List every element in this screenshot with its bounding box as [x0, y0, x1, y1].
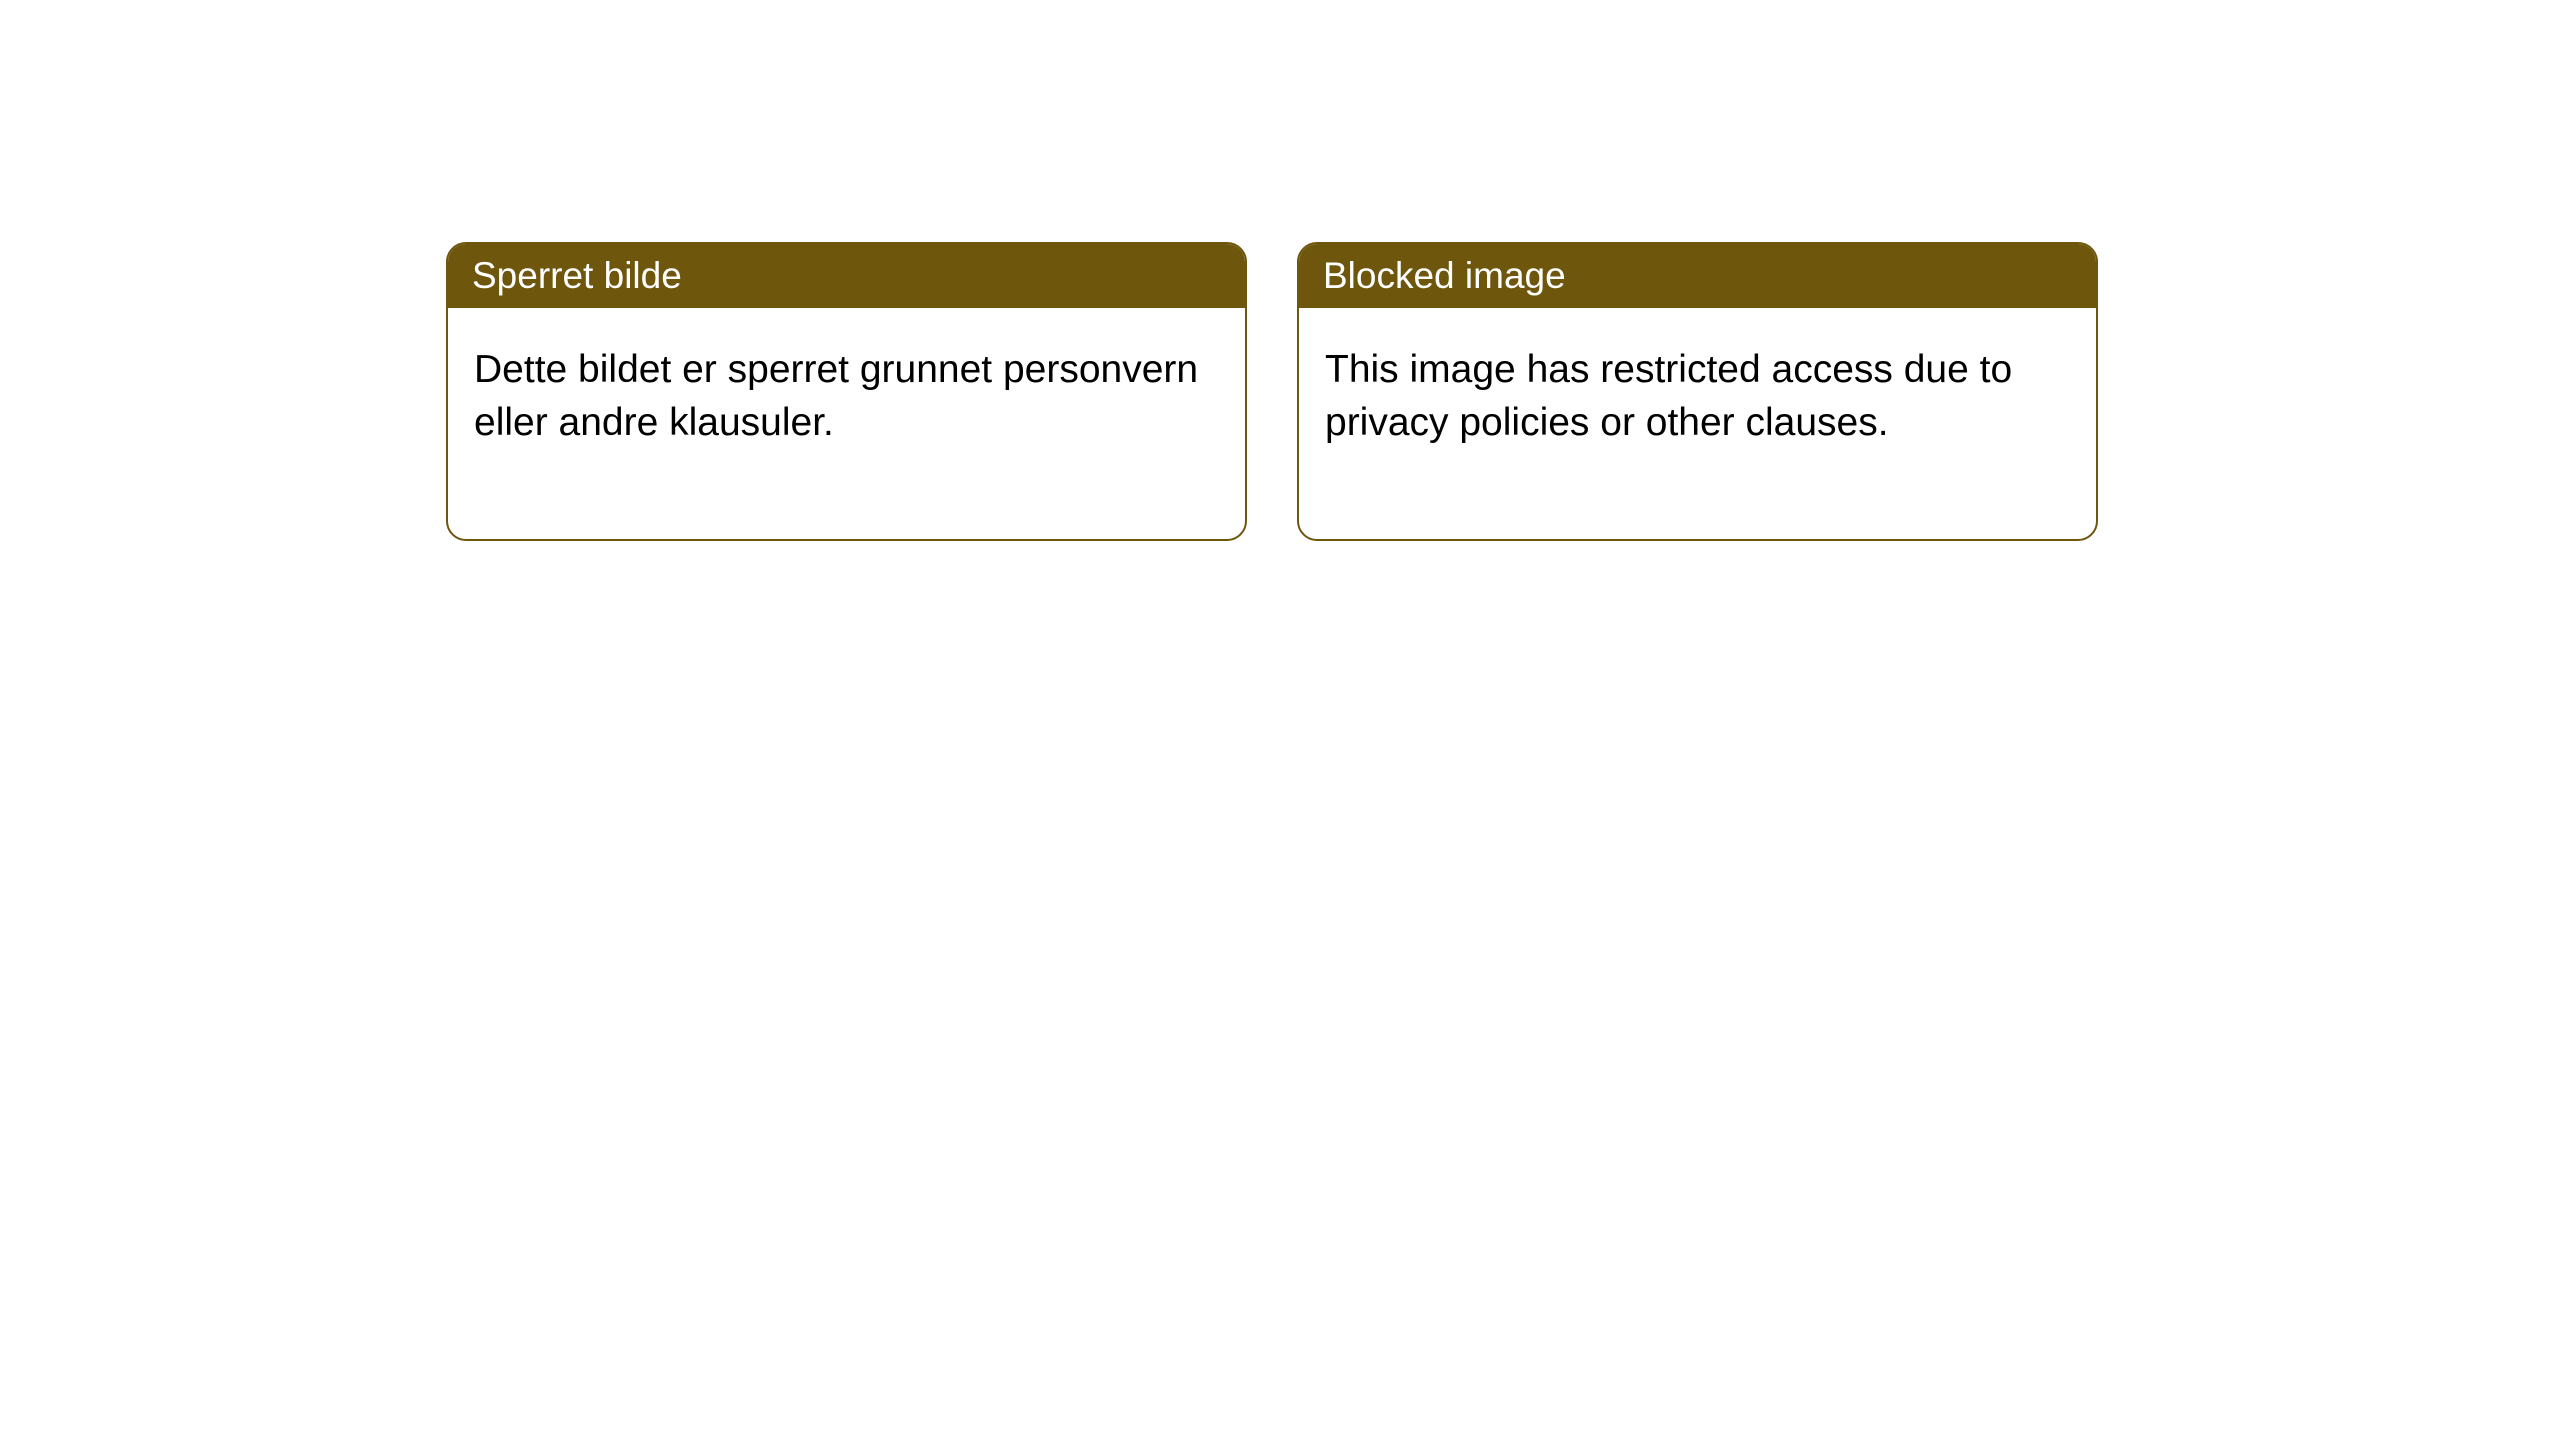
notice-title-en: Blocked image [1299, 244, 2096, 308]
notice-card-en: Blocked image This image has restricted … [1297, 242, 2098, 541]
notice-title-no: Sperret bilde [448, 244, 1245, 308]
notice-body-no: Dette bildet er sperret grunnet personve… [448, 308, 1245, 539]
notice-card-no: Sperret bilde Dette bildet er sperret gr… [446, 242, 1247, 541]
notice-container: Sperret bilde Dette bildet er sperret gr… [0, 0, 2560, 541]
notice-body-en: This image has restricted access due to … [1299, 308, 2096, 539]
